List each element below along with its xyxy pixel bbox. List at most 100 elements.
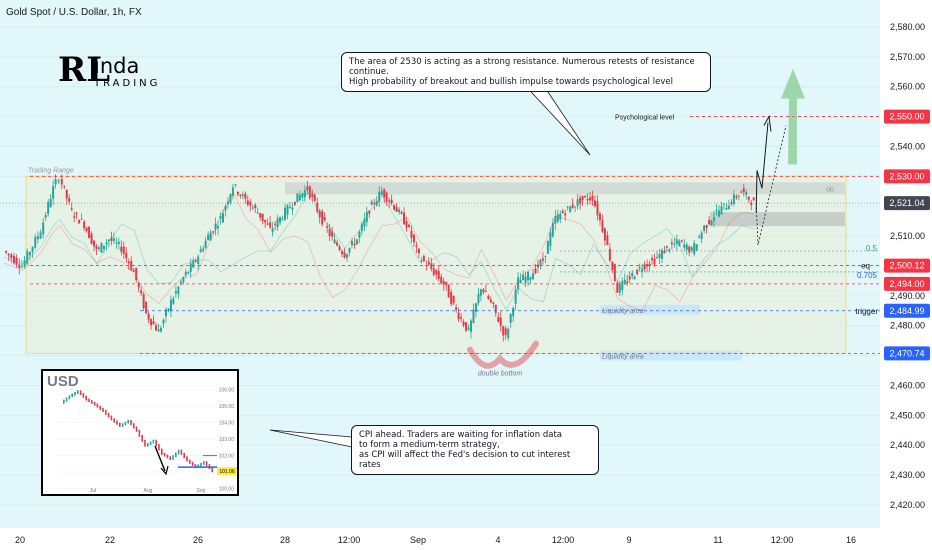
candle-body <box>628 276 631 280</box>
inset-candle <box>71 393 73 398</box>
inset-candle <box>93 401 96 406</box>
candle-body <box>331 231 334 237</box>
candle-body <box>333 239 336 244</box>
inset-plot: 106.00105.00104.00103.00102.00101.00100.… <box>57 388 237 494</box>
candle-body <box>626 281 629 283</box>
bullish-target-arrow <box>781 68 805 165</box>
candle-body <box>169 299 172 312</box>
inset-candle <box>96 403 99 408</box>
candle-body <box>651 258 654 261</box>
candle-body <box>321 211 324 225</box>
candle-body <box>613 264 616 282</box>
candle-body <box>192 260 195 268</box>
candle-body <box>378 191 381 202</box>
candle-body <box>544 255 547 257</box>
candle-body <box>452 295 455 304</box>
resistance-note: The area of 2530 is acting as a strong r… <box>341 52 711 92</box>
candle-body <box>477 293 480 304</box>
inset-candle <box>127 419 129 424</box>
candle-body <box>740 191 743 193</box>
y-tick-label: 2,490.00 <box>890 291 925 301</box>
candle-body <box>398 209 401 213</box>
liquidity-zone-lower <box>600 350 742 361</box>
candle-body <box>214 223 217 230</box>
candle-body <box>42 222 45 235</box>
liquidity-label-upper: Liquidity area <box>602 308 644 315</box>
candle-body <box>199 249 202 253</box>
candle-body <box>28 252 31 256</box>
candle-body <box>326 226 329 228</box>
candle-body <box>150 318 153 326</box>
candle-body <box>179 281 182 284</box>
candle-body <box>395 207 398 212</box>
candle-body <box>266 223 269 225</box>
candle-body <box>249 201 252 206</box>
candle-body <box>132 269 135 272</box>
candle-body <box>571 204 574 208</box>
candle-body <box>472 309 475 323</box>
inset-candle <box>141 434 143 442</box>
price-tag <box>884 258 930 273</box>
candle-body <box>281 218 284 220</box>
candle-body <box>115 242 118 244</box>
price-tag-label: 2,494.00 <box>889 279 924 289</box>
candle-body <box>504 328 507 335</box>
candle-body <box>643 264 646 270</box>
candle-body <box>695 244 698 251</box>
inset-y-tick: 106.00 <box>219 388 235 394</box>
candle-body <box>670 242 673 245</box>
candle-body <box>708 219 711 225</box>
candle-body <box>484 290 487 292</box>
candle-body <box>492 302 495 304</box>
candle-body <box>276 218 279 228</box>
candle-body <box>298 194 301 201</box>
inset-candle <box>102 407 104 413</box>
inset-y-tick: 103.00 <box>219 437 235 443</box>
candle-body <box>641 268 644 272</box>
candle-body <box>219 215 222 219</box>
inset-candle <box>189 459 191 464</box>
candle-body <box>465 322 468 331</box>
candle-body <box>499 317 502 326</box>
candle-body <box>656 257 658 259</box>
candle-body <box>487 295 490 300</box>
inset-price-tag-label: 101.06 <box>219 469 235 475</box>
candle-body <box>80 218 83 220</box>
inset-candle <box>149 441 152 446</box>
candle-body <box>164 309 167 317</box>
candle-body <box>678 240 681 247</box>
candle-body <box>130 260 133 271</box>
candle-body <box>15 257 18 265</box>
y-tick-label: 2,570.00 <box>890 52 925 62</box>
candle-body <box>574 206 577 208</box>
candle-body <box>107 239 110 242</box>
x-tick-label: 12:00 <box>771 535 794 545</box>
candle-body <box>703 225 706 231</box>
candle-body <box>410 230 413 239</box>
candle-body <box>388 200 391 202</box>
candle-body <box>380 190 383 196</box>
candle-body <box>522 274 525 281</box>
candle-body <box>34 236 37 248</box>
candle-body <box>698 236 701 238</box>
inset-candle <box>65 397 68 402</box>
candle-body <box>147 313 150 320</box>
price-tag <box>884 276 930 291</box>
x-tick-label: 12:00 <box>338 535 361 545</box>
double-bottom-mark <box>467 340 539 369</box>
candle-body <box>231 187 234 196</box>
inset-y-tick: 104.00 <box>219 421 235 427</box>
candle-body <box>254 204 257 209</box>
inset-arrow <box>154 445 166 472</box>
candle-body <box>591 195 594 201</box>
candle-body <box>658 253 661 258</box>
y-tick-label: 2,430.00 <box>890 470 925 480</box>
candle-body <box>586 198 589 201</box>
candle-body <box>311 193 314 197</box>
trading-range-label: Trading Range <box>28 167 74 174</box>
candle-body <box>207 234 210 241</box>
candle-body <box>437 271 440 279</box>
logo-sub: TRADING <box>94 78 161 89</box>
y-tick-label: 2,440.00 <box>890 440 925 450</box>
candle-body <box>415 245 418 247</box>
